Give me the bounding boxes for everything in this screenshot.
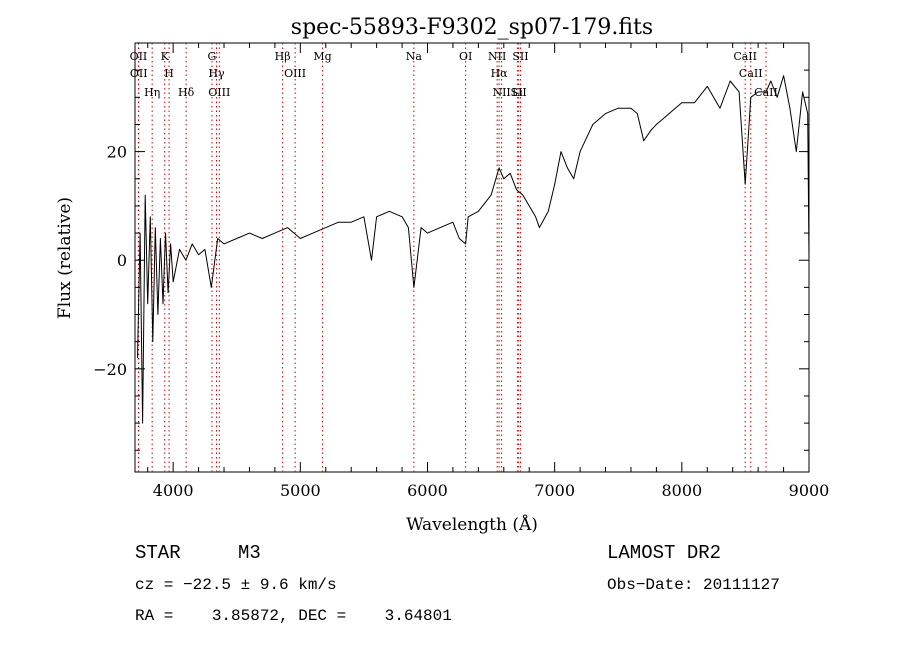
y-axis-label: Flux (relative) xyxy=(55,197,75,319)
x-tick-label: 4000 xyxy=(153,481,194,500)
line-label: Hδ xyxy=(178,86,195,99)
object-subclass: M3 xyxy=(238,542,261,564)
spectrum-line xyxy=(137,75,810,424)
x-tick-label: 5000 xyxy=(280,481,321,500)
y-axis-ticks: −20 0 20 xyxy=(93,42,809,451)
chart-title: spec-55893-F9302_sp07-179.fits xyxy=(291,15,653,40)
line-label: OIII xyxy=(208,86,230,99)
line-label: OIII xyxy=(284,67,306,80)
plot-frame xyxy=(134,42,810,473)
line-label: Hα xyxy=(491,67,509,80)
line-label: NII xyxy=(492,86,510,99)
line-label: Hη xyxy=(144,86,160,99)
line-label: CaII xyxy=(754,86,778,99)
survey-label: LAMOST DR2 xyxy=(607,542,721,564)
object-class: STAR xyxy=(135,542,181,564)
line-label: Mg xyxy=(313,50,331,63)
y-tick-label: 0 xyxy=(117,251,127,270)
y-tick-label: −20 xyxy=(93,360,127,379)
line-label: SII xyxy=(512,50,528,63)
line-label: K xyxy=(161,50,170,63)
x-axis-label: Wavelength (Å) xyxy=(406,514,538,535)
line-label: CaII xyxy=(739,67,763,80)
line-label: H xyxy=(164,67,174,80)
x-tick-label: 9000 xyxy=(789,481,830,500)
obs-date: Obs−Date: 20111127 xyxy=(607,576,780,594)
line-label: CaII xyxy=(733,50,757,63)
x-axis-ticks: 4000 5000 6000 7000 8000 9000 xyxy=(147,43,830,500)
line-label: Li xyxy=(512,86,523,99)
line-label: Na xyxy=(406,50,423,63)
x-tick-label: 6000 xyxy=(407,481,448,500)
line-label: G xyxy=(208,50,217,63)
x-tick-label: 7000 xyxy=(534,481,575,500)
spectral-line-markers xyxy=(137,43,767,472)
line-label: SII xyxy=(511,86,527,99)
line-label: OII xyxy=(130,50,148,63)
line-label: NII xyxy=(488,50,506,63)
coordinates: RA = 3.85872, DEC = 3.64801 xyxy=(135,607,452,625)
spectrum-series xyxy=(137,75,810,424)
line-label: Hγ xyxy=(208,67,225,80)
redshift-text: cz = −22.5 ± 9.6 km/s xyxy=(135,576,337,594)
x-tick-label: 8000 xyxy=(661,481,702,500)
line-label: OII xyxy=(130,67,148,80)
line-label: OI xyxy=(459,50,472,63)
y-tick-label: 20 xyxy=(107,143,127,162)
line-label: Hβ xyxy=(275,50,291,63)
